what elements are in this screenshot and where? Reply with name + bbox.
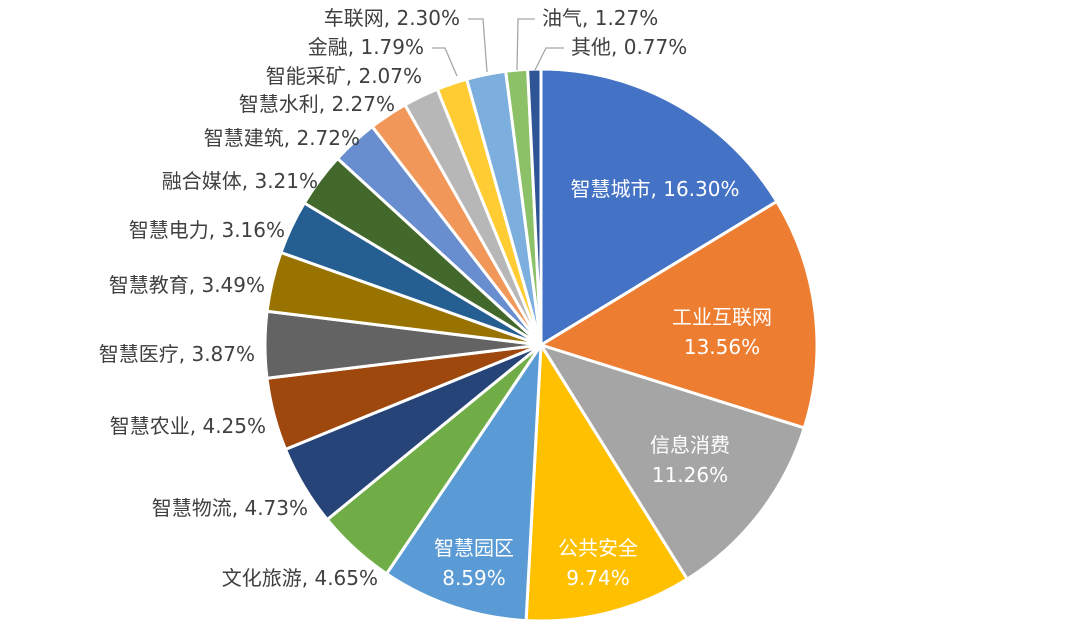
slice-label-value-1: 13.56%	[684, 335, 760, 359]
slice-label-name-1: 工业互联网	[672, 305, 772, 329]
slice-label-17: 油气, 1.27%	[542, 6, 658, 30]
slice-label-5: 文化旅游, 4.65%	[222, 566, 378, 590]
pie-slice-1	[539, 200, 819, 430]
slice-label-name-4: 智慧园区	[434, 536, 514, 560]
slice-label-value-4: 8.59%	[442, 566, 506, 590]
slice-label-name-3: 公共安全	[558, 536, 638, 560]
slice-label-11: 融合媒体, 3.21%	[162, 169, 318, 193]
slice-label-16: 车联网, 2.30%	[324, 6, 460, 30]
leader-line-16	[468, 18, 488, 73]
leader-line-18	[534, 47, 564, 71]
slice-label-6: 智慧物流, 4.73%	[152, 496, 308, 520]
pie-slice-3	[524, 343, 689, 623]
slice-label-name-2: 信息消费	[650, 433, 730, 457]
slice-label-0: 智慧城市, 16.30%	[571, 177, 740, 201]
leader-line-15	[432, 47, 458, 77]
slice-label-18: 其他, 0.77%	[571, 35, 687, 59]
pie-slice-0	[539, 67, 779, 347]
slice-label-8: 智慧医疗, 3.87%	[99, 342, 255, 366]
slice-label-13: 智慧水利, 2.27%	[239, 92, 395, 116]
pie-slice-4	[385, 343, 543, 623]
pie-slice-2	[539, 343, 806, 581]
slice-label-15: 金融, 1.79%	[308, 35, 424, 59]
slice-label-14: 智能采矿, 2.07%	[266, 64, 422, 88]
data-labels: 智慧城市, 16.30% 工业互联网 13.56% 信息消费 11.26% 公共安全 9.7…	[99, 6, 772, 590]
pie-slice-18	[526, 67, 543, 347]
slice-label-10: 智慧电力, 3.16%	[129, 218, 285, 242]
leader-lines	[432, 18, 564, 77]
leader-line-17	[516, 18, 535, 71]
slice-label-12: 智慧建筑, 2.72%	[204, 126, 360, 150]
slice-label-7: 智慧农业, 4.25%	[110, 414, 266, 438]
slice-label-value-3: 9.74%	[566, 566, 630, 590]
slice-label-9: 智慧教育, 3.49%	[109, 273, 265, 297]
slice-label-value-2: 11.26%	[652, 463, 728, 487]
pie-slices	[263, 67, 819, 623]
